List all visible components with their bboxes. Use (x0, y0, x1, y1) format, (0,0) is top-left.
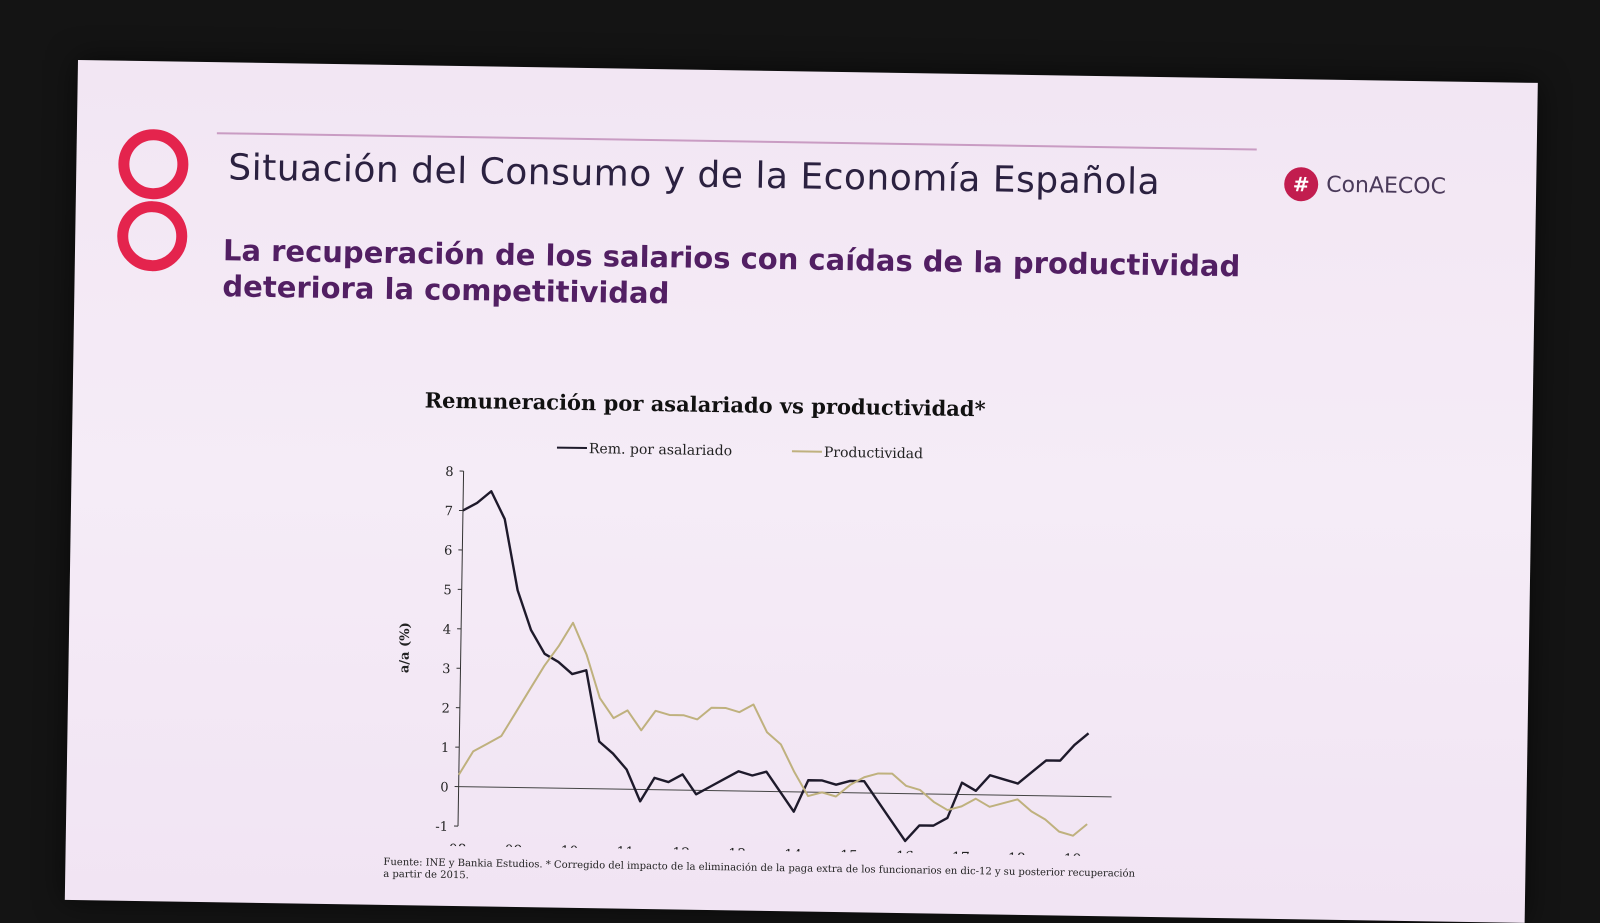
y-tick-label: 6 (444, 544, 453, 559)
y-tick-label: -1 (435, 820, 448, 835)
y-tick-label: 5 (443, 583, 452, 598)
y-tick-label: 1 (441, 741, 450, 756)
logo-ring-bottom (117, 201, 188, 272)
x-tick-label: 12 (672, 845, 690, 856)
slide-title: Situación del Consumo y de la Economía E… (228, 147, 1160, 203)
slide-subtitle: La recuperación de los salarios con caíd… (222, 232, 1303, 321)
x-tick-label: 17 (952, 850, 970, 857)
x-tick-label: 13 (728, 846, 746, 856)
legend-label: Rem. por asalariado (589, 441, 732, 459)
x-tick-label: 19 (1064, 852, 1082, 857)
y-axis-label: a/a (%) (397, 622, 413, 673)
hashtag-icon: # (1284, 167, 1319, 202)
logo-ring-top (118, 129, 189, 200)
y-tick-label: 4 (443, 623, 452, 638)
legend-label: Productividad (824, 445, 923, 463)
x-tick-label: 09 (505, 843, 523, 857)
x-tick-label: 10 (560, 844, 578, 857)
zero-line (459, 787, 1112, 797)
x-tick-label: 15 (840, 848, 858, 856)
y-tick-label: 2 (441, 701, 450, 716)
x-tick-label: 08 (449, 842, 467, 857)
y-tick-label: 8 (445, 465, 454, 480)
hashtag-badge: # ConAECOC (1284, 167, 1446, 204)
series-line-remuneracion (458, 491, 1092, 844)
x-tick-label: 16 (896, 849, 914, 857)
y-tick-label: 3 (442, 662, 451, 677)
footnote: Fuente: INE y Bankia Estudios. * Corregi… (383, 857, 1143, 893)
hashtag-text: ConAECOC (1326, 172, 1446, 199)
x-tick-label: 18 (1008, 851, 1026, 857)
x-tick-label: 11 (616, 845, 634, 857)
y-tick-label: 7 (445, 504, 454, 519)
title-rule (217, 132, 1257, 150)
series-line-productividad (458, 621, 1090, 836)
x-tick-label: 14 (784, 847, 802, 856)
projection-screen: Situación del Consumo y de la Economía E… (65, 60, 1538, 923)
y-tick-label: 0 (440, 780, 449, 795)
